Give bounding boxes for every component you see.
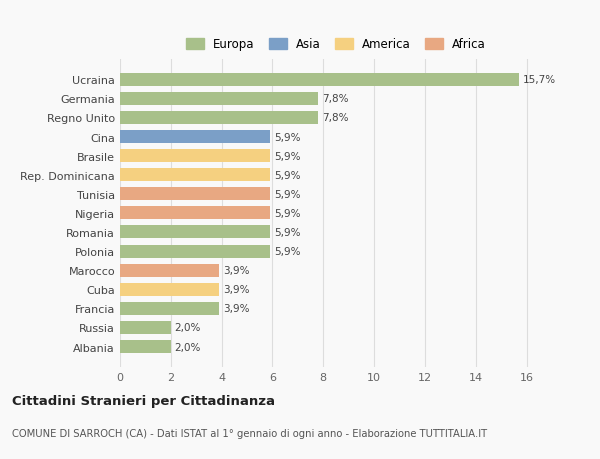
Text: 3,9%: 3,9% xyxy=(223,285,250,295)
Bar xyxy=(120,150,270,163)
Text: 7,8%: 7,8% xyxy=(322,113,349,123)
Text: 5,9%: 5,9% xyxy=(274,208,300,218)
Bar xyxy=(120,131,270,144)
Text: 5,9%: 5,9% xyxy=(274,228,300,237)
Text: Cittadini Stranieri per Cittadinanza: Cittadini Stranieri per Cittadinanza xyxy=(12,394,275,407)
Text: 2,0%: 2,0% xyxy=(175,323,201,333)
Text: 5,9%: 5,9% xyxy=(274,246,300,257)
Bar xyxy=(120,188,270,201)
Text: 2,0%: 2,0% xyxy=(175,342,201,352)
Bar xyxy=(120,340,171,353)
Bar xyxy=(120,93,318,106)
Text: 7,8%: 7,8% xyxy=(322,94,349,104)
Bar xyxy=(120,112,318,125)
Bar xyxy=(120,321,171,334)
Text: 15,7%: 15,7% xyxy=(523,75,556,85)
Bar xyxy=(120,169,270,182)
Bar xyxy=(120,226,270,239)
Bar xyxy=(120,245,270,258)
Bar xyxy=(120,73,519,87)
Bar xyxy=(120,207,270,220)
Bar xyxy=(120,302,219,315)
Text: 5,9%: 5,9% xyxy=(274,132,300,142)
Text: 5,9%: 5,9% xyxy=(274,151,300,161)
Text: COMUNE DI SARROCH (CA) - Dati ISTAT al 1° gennaio di ogni anno - Elaborazione TU: COMUNE DI SARROCH (CA) - Dati ISTAT al 1… xyxy=(12,428,487,438)
Text: 3,9%: 3,9% xyxy=(223,266,250,275)
Bar xyxy=(120,264,219,277)
Bar xyxy=(120,283,219,296)
Text: 5,9%: 5,9% xyxy=(274,190,300,199)
Legend: Europa, Asia, America, Africa: Europa, Asia, America, Africa xyxy=(182,35,490,55)
Text: 3,9%: 3,9% xyxy=(223,304,250,313)
Text: 5,9%: 5,9% xyxy=(274,170,300,180)
